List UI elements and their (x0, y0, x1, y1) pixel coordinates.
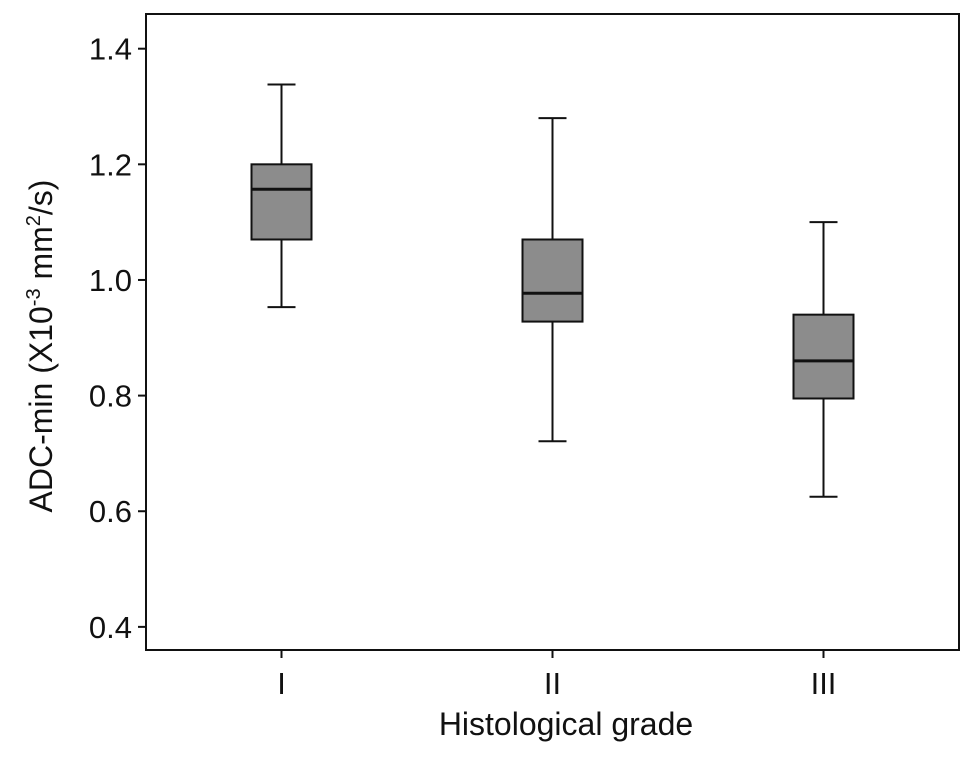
x-tick-label: II (544, 666, 561, 701)
y-tick-label: 0.8 (89, 379, 132, 414)
y-axis-title-unit-exponent: 2 (23, 215, 45, 226)
x-axis: I II III (277, 650, 836, 701)
x-axis-title: Histological grade (439, 706, 693, 742)
box-group-II (521, 117, 584, 443)
box-iqr (521, 238, 584, 323)
y-tick-label: 1.4 (89, 32, 132, 67)
y-tick-label: 0.6 (89, 494, 132, 529)
y-axis-title: ADC-min (X10-3 mm2/s) (23, 180, 59, 513)
box-group-III (792, 221, 855, 498)
box-iqr (792, 313, 855, 400)
y-tick-label: 0.4 (89, 610, 132, 645)
x-tick-label: III (811, 666, 837, 701)
y-axis-title-suffix: /s) (23, 180, 59, 216)
y-tick-label: 1.0 (89, 263, 132, 298)
box-iqr (250, 163, 313, 241)
y-axis-title-middle: mm (23, 226, 59, 288)
x-tick-label: I (277, 666, 286, 701)
y-tick-label: 1.2 (89, 147, 132, 182)
y-axis: 0.4 0.6 0.8 1.0 1.2 1.4 (89, 32, 146, 645)
y-axis-title-prefix: ADC-min (X10 (23, 306, 59, 512)
box-series (250, 83, 855, 498)
box-group-I (250, 83, 313, 309)
y-axis-title-exponent: -3 (23, 288, 45, 306)
